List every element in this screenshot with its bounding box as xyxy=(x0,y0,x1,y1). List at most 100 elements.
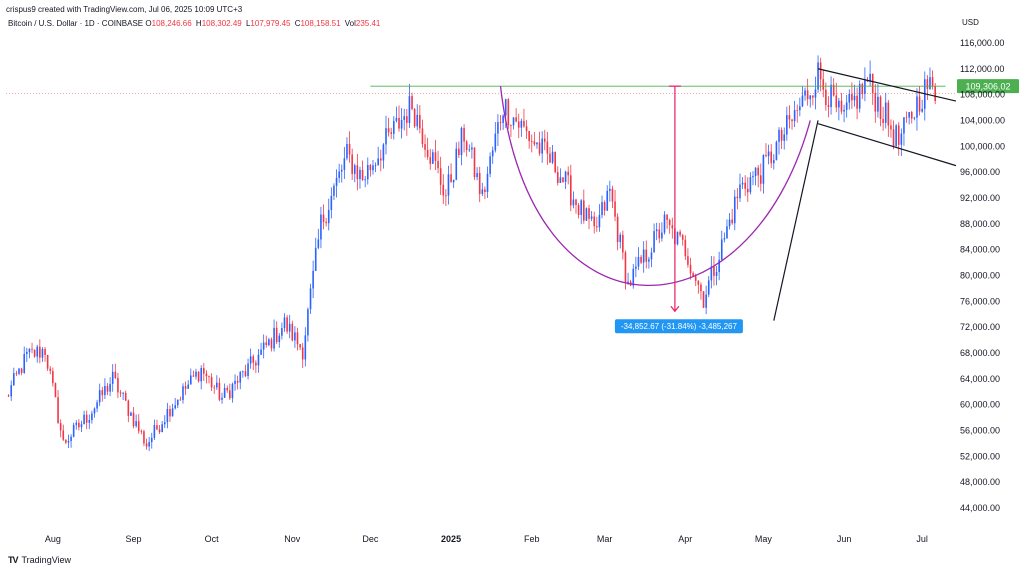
candle-body xyxy=(887,102,890,126)
candle-body xyxy=(770,151,773,164)
candle-body xyxy=(853,95,856,101)
candle-body xyxy=(257,354,260,366)
candle-body xyxy=(39,346,41,358)
drawing-overlays: -34,852.67 (-31.84%) -3,485,267 109,306.0… xyxy=(6,68,1019,334)
candle-body xyxy=(150,437,153,443)
candle-body xyxy=(278,335,281,343)
candle-body xyxy=(304,335,307,360)
candle-body xyxy=(668,219,671,226)
candle-body xyxy=(622,234,624,253)
x-tick-label: Nov xyxy=(284,534,301,544)
candle-body xyxy=(525,126,528,132)
candle-body xyxy=(580,200,583,215)
x-tick-label: 2025 xyxy=(441,534,461,544)
candle-body xyxy=(692,273,694,277)
candle-body xyxy=(515,117,517,122)
candle-body xyxy=(442,184,445,196)
candle-body xyxy=(793,110,796,122)
candle-body xyxy=(18,368,20,374)
candle-body xyxy=(848,93,851,103)
y-tick-label: 52,000.00 xyxy=(960,451,1000,461)
candle-body xyxy=(166,409,169,423)
candle-body xyxy=(307,309,309,336)
candle-body xyxy=(419,114,421,129)
candle-body xyxy=(778,129,780,142)
candle-body xyxy=(858,84,861,109)
candle-body xyxy=(707,280,710,295)
candle-body xyxy=(400,120,403,129)
candle-body xyxy=(161,424,163,433)
candle-body xyxy=(731,219,733,224)
candle-body xyxy=(486,173,489,193)
candle-body xyxy=(783,134,786,141)
candle-body xyxy=(494,133,497,151)
time-axis[interactable]: Aug Sep Oct Nov Dec 2025 Feb Mar Apr May Jun Jul xyxy=(45,534,928,544)
candle-body xyxy=(910,112,913,119)
candle-body xyxy=(916,96,918,118)
candle-body xyxy=(70,436,72,442)
candle-body xyxy=(812,95,814,98)
candle-body xyxy=(15,373,18,375)
symbol-title[interactable]: Bitcoin / U.S. Dollar · 1D · COINBASE xyxy=(8,19,144,28)
candle-body xyxy=(182,386,184,400)
candle-body xyxy=(210,376,213,388)
candle-body xyxy=(406,116,408,123)
y-tick-label: 44,000.00 xyxy=(960,503,1000,513)
candle-body xyxy=(835,95,838,108)
tradingview-logo[interactable]: TV TradingView xyxy=(8,555,71,565)
candle-body xyxy=(447,174,450,196)
candle-body xyxy=(931,77,934,87)
candle-body xyxy=(780,129,783,141)
candle-body xyxy=(616,216,619,243)
candle-body xyxy=(806,90,809,100)
candle-body xyxy=(575,199,577,206)
y-tick-label: 104,000.00 xyxy=(960,115,1005,125)
candle-body xyxy=(671,225,674,229)
candle-body xyxy=(840,100,843,112)
candle-body xyxy=(562,177,564,182)
y-tick-label: 64,000.00 xyxy=(960,374,1000,384)
candle-body xyxy=(158,429,161,433)
candle-body xyxy=(429,156,432,164)
candle-body xyxy=(489,156,491,174)
candle-body xyxy=(754,167,757,177)
candle-body xyxy=(393,120,395,134)
candle-body xyxy=(75,422,78,425)
candle-body xyxy=(752,176,754,178)
candle-body xyxy=(286,317,288,332)
candle-body xyxy=(145,443,148,447)
candle-body xyxy=(822,79,825,90)
candle-body xyxy=(460,127,463,156)
candle-body xyxy=(510,125,512,126)
candle-body xyxy=(640,256,642,263)
candle-body xyxy=(929,77,931,89)
candle-body xyxy=(551,151,554,163)
candle-body xyxy=(653,231,655,253)
candle-body xyxy=(655,229,658,232)
candle-body xyxy=(195,371,197,377)
candle-body xyxy=(67,441,70,443)
candle-body xyxy=(832,84,835,96)
candle-body xyxy=(814,89,817,98)
price-axis[interactable]: 116,000.00 112,000.00 108,000.00 104,000.00… xyxy=(960,38,1005,513)
candle-body xyxy=(871,73,874,94)
candle-body xyxy=(728,219,731,227)
candle-body xyxy=(679,231,681,236)
candle-body xyxy=(877,96,879,112)
y-tick-label: 88,000.00 xyxy=(960,219,1000,229)
candle-body xyxy=(918,96,921,112)
y-tick-label: 112,000.00 xyxy=(960,64,1004,74)
ohlc-close: C108,158.51 xyxy=(294,19,341,28)
candle-body xyxy=(301,347,304,360)
candle-body xyxy=(49,368,52,372)
measure-arrow xyxy=(670,305,680,313)
candle-body xyxy=(335,177,338,186)
current-price-label: 109,306.02 xyxy=(965,82,1010,92)
candle-body xyxy=(504,99,507,116)
candle-body xyxy=(491,150,494,157)
x-tick-label: Jun xyxy=(837,534,852,544)
candle-body xyxy=(541,138,543,154)
x-tick-label: Dec xyxy=(362,534,379,544)
candle-body xyxy=(583,200,585,221)
